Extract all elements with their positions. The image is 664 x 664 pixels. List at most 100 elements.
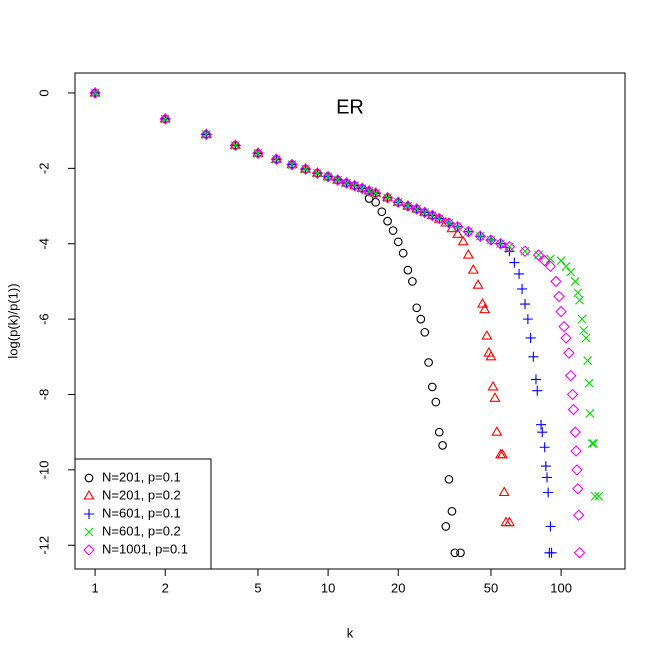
marker <box>438 441 447 450</box>
marker <box>546 547 557 558</box>
marker <box>570 277 580 286</box>
marker <box>561 261 571 271</box>
marker <box>555 305 567 318</box>
marker <box>520 299 531 310</box>
marker <box>581 333 591 343</box>
marker <box>89 87 101 99</box>
marker <box>572 482 584 495</box>
marker <box>363 185 375 197</box>
marker <box>544 260 557 273</box>
marker <box>522 314 533 325</box>
marker <box>456 548 465 558</box>
marker <box>573 547 586 559</box>
marker <box>594 491 604 501</box>
marker <box>412 303 422 313</box>
marker <box>489 392 501 402</box>
y-tick-label: -8 <box>36 389 51 401</box>
x-tick-label: 5 <box>254 580 261 595</box>
marker <box>579 326 589 335</box>
legend-label: N=601, p=0.1 <box>102 505 181 520</box>
marker <box>567 403 580 416</box>
marker <box>427 382 437 392</box>
legend-marker <box>83 489 95 500</box>
marker <box>485 234 497 246</box>
marker <box>573 288 583 298</box>
legend-box <box>74 458 212 570</box>
marker <box>585 408 595 418</box>
marker <box>572 509 585 521</box>
marker <box>322 170 334 183</box>
marker <box>540 461 551 472</box>
marker <box>589 439 599 448</box>
legend-marker <box>83 544 95 556</box>
marker <box>419 206 431 219</box>
marker <box>462 248 474 259</box>
x-tick-label: 100 <box>550 580 572 595</box>
marker <box>538 254 551 267</box>
marker <box>403 265 413 275</box>
marker <box>371 197 381 207</box>
marker <box>575 295 584 305</box>
marker <box>583 356 593 365</box>
marker <box>402 200 414 212</box>
chart-title: ER <box>336 96 364 118</box>
marker <box>543 487 554 498</box>
marker <box>553 290 565 303</box>
marker <box>408 277 417 286</box>
legend-label: N=201, p=0.1 <box>102 469 181 484</box>
marker <box>416 314 426 324</box>
marker <box>457 235 469 246</box>
marker <box>420 327 430 337</box>
marker <box>452 228 464 238</box>
marker <box>467 264 479 274</box>
x-tick-label: 20 <box>391 580 405 595</box>
marker <box>462 225 475 238</box>
marker <box>503 240 516 253</box>
marker <box>369 187 382 200</box>
marker <box>590 491 600 501</box>
marker <box>569 426 582 438</box>
marker <box>550 275 562 288</box>
marker <box>200 128 213 141</box>
marker <box>398 248 408 258</box>
marker <box>587 439 597 448</box>
marker <box>537 427 548 438</box>
marker <box>545 521 556 532</box>
marker <box>356 182 368 195</box>
x-tick-label: 50 <box>484 580 498 595</box>
marker <box>498 486 510 497</box>
marker <box>424 358 433 367</box>
marker <box>525 332 536 343</box>
marker <box>528 351 539 362</box>
marker <box>388 226 398 235</box>
marker <box>532 385 543 396</box>
marker <box>481 329 493 340</box>
y-axis-title: log(p(k)/p(1)) <box>5 283 20 358</box>
marker <box>331 174 344 186</box>
marker <box>431 397 441 407</box>
marker <box>450 548 460 558</box>
marker <box>487 380 499 391</box>
marker <box>503 516 515 527</box>
marker <box>159 113 172 125</box>
marker <box>410 203 423 215</box>
marker <box>474 230 487 242</box>
plot-frame <box>74 72 626 570</box>
marker <box>532 249 545 261</box>
marker <box>286 158 298 171</box>
marker <box>560 332 572 344</box>
marker <box>270 153 283 166</box>
marker <box>564 369 577 382</box>
y-tick-label: 0 <box>36 89 51 96</box>
marker <box>348 179 361 192</box>
marker <box>447 506 457 516</box>
marker <box>451 220 464 233</box>
marker <box>558 320 570 333</box>
legend-marker <box>84 527 94 537</box>
marker <box>299 163 312 175</box>
marker <box>570 445 582 457</box>
y-tick-label: -4 <box>36 238 51 250</box>
marker <box>566 267 576 277</box>
marker <box>383 216 392 226</box>
